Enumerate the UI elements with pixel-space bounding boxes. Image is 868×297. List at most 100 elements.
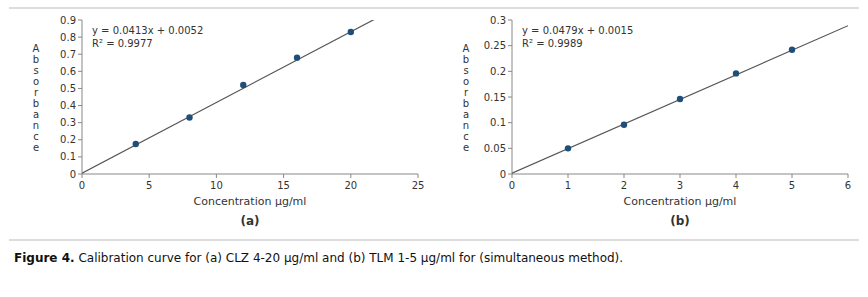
y-axis-label-letter: e	[33, 142, 39, 153]
y-tick-label: 0.8	[60, 32, 76, 43]
trend-line	[82, 20, 418, 173]
point	[789, 47, 795, 53]
y-tick	[78, 122, 82, 123]
x-tick	[512, 174, 513, 178]
y-tick-label: 0.5	[60, 83, 76, 94]
y-tick	[508, 122, 512, 123]
x-tick	[350, 174, 351, 178]
x-tick-label: 20	[344, 180, 357, 191]
y-tick-label: 0.2	[490, 66, 506, 77]
x-tick-label: 2	[621, 180, 627, 191]
x-tick	[848, 174, 849, 178]
border-line	[9, 8, 859, 9]
y-tick-label: 0.6	[60, 66, 76, 77]
point	[733, 70, 739, 76]
x-tick-label: 4	[733, 180, 739, 191]
y-axis-line	[82, 20, 83, 174]
y-tick	[508, 174, 512, 175]
y-tick	[78, 88, 82, 89]
y-tick	[78, 174, 82, 175]
x-tick	[283, 174, 284, 178]
y-tick	[78, 54, 82, 55]
x-tick	[216, 174, 217, 178]
x-tick	[736, 174, 737, 178]
panel-label: (b)	[670, 214, 690, 228]
y-tick-label: 0.05	[484, 143, 506, 154]
x-tick	[82, 174, 83, 178]
x-tick	[418, 174, 419, 178]
y-tick-label: 0	[500, 169, 506, 180]
y-axis-label-letter: s	[33, 65, 38, 76]
y-axis-label-letter: e	[463, 142, 469, 153]
x-tick-label: 10	[210, 180, 223, 191]
y-tick-label: 0.9	[60, 15, 76, 26]
y-axis-label: Absorbance	[33, 43, 40, 153]
x-tick-label: 15	[277, 180, 290, 191]
y-axis-label-letter: o	[463, 76, 469, 87]
point	[565, 145, 571, 151]
point	[133, 141, 139, 147]
y-tick-label: 0.3	[490, 15, 506, 26]
y-tick	[508, 45, 512, 46]
y-tick	[508, 97, 512, 98]
x-axis-label: Concentration µg/ml	[194, 195, 307, 208]
y-tick	[78, 156, 82, 157]
y-axis-label: Absorbance	[463, 43, 470, 153]
point	[240, 82, 246, 88]
x-tick	[624, 174, 625, 178]
x-axis-line	[82, 174, 418, 175]
y-tick-label: 0.15	[484, 92, 506, 103]
y-tick	[78, 71, 82, 72]
y-axis-label-letter: b	[463, 54, 469, 65]
x-tick-label: 0	[509, 180, 515, 191]
x-tick-label: 1	[565, 180, 571, 191]
y-tick-label: 0.7	[60, 49, 76, 60]
y-axis-label-letter: a	[463, 109, 469, 120]
y-tick-label: 0.1	[490, 117, 506, 128]
y-tick	[508, 71, 512, 72]
point	[348, 29, 354, 35]
y-axis-label-letter: b	[33, 98, 39, 109]
point	[621, 122, 627, 128]
y-tick	[508, 20, 512, 21]
y-axis-label-letter: r	[464, 87, 469, 98]
y-axis-label-letter: s	[463, 65, 468, 76]
y-axis-label-letter: r	[34, 87, 39, 98]
annotation: y = 0.0413x + 0.0052	[92, 25, 203, 36]
point	[677, 96, 683, 102]
panel-label: (a)	[240, 214, 259, 228]
plot-area	[512, 26, 848, 174]
y-axis-label-letter: a	[33, 109, 39, 120]
y-tick-label: 0	[70, 169, 76, 180]
y-tick	[78, 20, 82, 21]
x-tick-label: 6	[845, 180, 851, 191]
y-tick	[508, 148, 512, 149]
trend-line	[512, 26, 848, 174]
x-tick-label: 5	[789, 180, 795, 191]
y-axis-label-letter: b	[463, 98, 469, 109]
x-tick-label: 0	[79, 180, 85, 191]
caption-bold: Figure 4.	[14, 251, 75, 265]
point	[186, 114, 192, 120]
y-axis-label-letter: c	[33, 131, 39, 142]
caption-rest: Calibration curve for (a) CLZ 4-20 µg/ml…	[75, 251, 624, 265]
y-axis-label-letter: A	[33, 43, 40, 54]
annotation: R² = 0.9977	[92, 38, 153, 49]
x-tick-label: 5	[146, 180, 152, 191]
caption: Figure 4. Calibration curve for (a) CLZ …	[14, 251, 623, 265]
y-tick-label: 0.3	[60, 117, 76, 128]
y-tick-label: 0.4	[60, 100, 76, 111]
y-axis-label-letter: n	[463, 120, 469, 131]
y-axis-label-letter: c	[463, 131, 469, 142]
figure: 051015202500.10.20.30.40.50.60.70.80.9y …	[0, 0, 868, 297]
y-tick-label: 0.2	[60, 134, 76, 145]
border-line	[9, 240, 859, 241]
x-tick	[149, 174, 150, 178]
x-axis-label: Concentration µg/ml	[624, 195, 737, 208]
y-tick-label: 0.25	[484, 40, 506, 51]
y-tick	[78, 139, 82, 140]
plot-area	[82, 20, 418, 173]
y-tick	[78, 105, 82, 106]
y-tick-label: 0.1	[60, 151, 76, 162]
annotation: R² = 0.9989	[522, 38, 583, 49]
